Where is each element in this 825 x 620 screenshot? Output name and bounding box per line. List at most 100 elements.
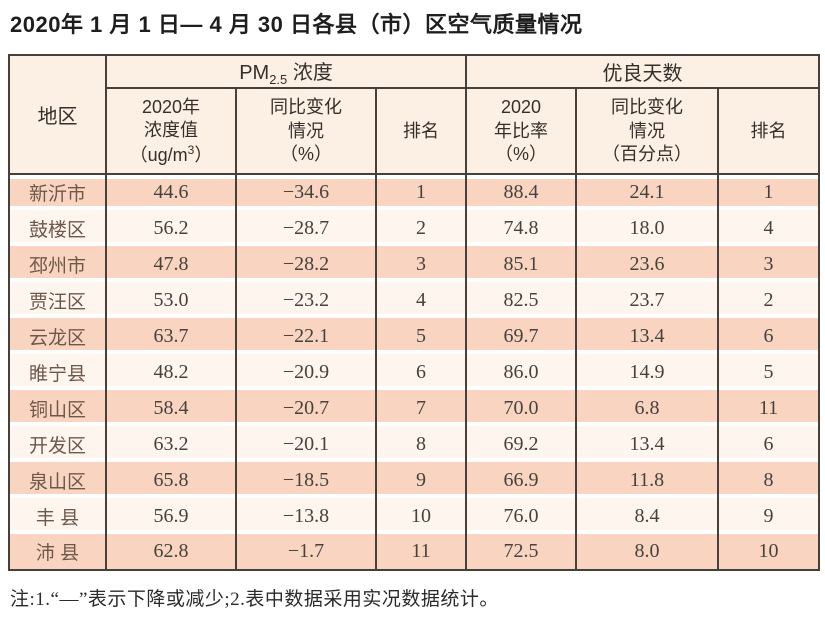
pm-value-cell: 65.8	[105, 462, 236, 499]
col-group-good-days: 优良天数	[465, 55, 820, 90]
pm-change-cell: −13.8	[235, 498, 376, 535]
unit-superscript: 3	[187, 142, 195, 157]
good-rank-cell: 10	[717, 534, 820, 571]
pm-rank-cell: 4	[374, 282, 467, 319]
table-header: 地区 PM2.5 浓度 优良天数 2020年 浓度值 （ug/m3） 同比变化 …	[8, 55, 820, 176]
pm-value-cell: 63.2	[105, 426, 236, 463]
good-rate-cell: 70.0	[465, 390, 577, 427]
table-row: 新沂市 44.6 −34.6 1 88.4 24.1 1	[8, 174, 820, 211]
pm-suffix: 浓度	[287, 62, 333, 85]
pm-rank-cell: 5	[374, 318, 467, 355]
good-rate-cell: 74.8	[465, 210, 577, 247]
good-change-cell: 8.0	[575, 534, 719, 571]
region-cell: 贾汪区	[8, 282, 106, 319]
good-change-cell: 24.1	[575, 174, 719, 211]
good-change-cell: 6.8	[575, 390, 719, 427]
pm-rank-cell: 7	[374, 390, 467, 427]
table-row: 云龙区 63.7 −22.1 5 69.7 13.4 6	[8, 318, 820, 355]
good-change-cell: 23.6	[575, 246, 719, 283]
col-header-good-rate: 2020 年比率 （%）	[465, 88, 577, 176]
table-row: 鼓楼区 56.2 −28.7 2 74.8 18.0 4	[8, 210, 820, 247]
table-row: 泉山区 65.8 −18.5 9 66.9 11.8 8	[8, 462, 820, 499]
region-cell: 云龙区	[8, 318, 106, 355]
good-rank-cell: 3	[717, 246, 820, 283]
col-header-pm-rank: 排名	[374, 88, 467, 176]
pm-rank-cell: 1	[374, 174, 467, 211]
table-row: 丰 县 56.9 −13.8 10 76.0 8.4 9	[8, 498, 820, 535]
pm-change-header-unit: （%）	[279, 144, 332, 165]
good-rate-cell: 85.1	[465, 246, 577, 283]
good-rate-cell: 69.2	[465, 426, 577, 463]
table-row: 开发区 63.2 −20.1 8 69.2 13.4 6	[8, 426, 820, 463]
col-header-region: 地区	[8, 55, 106, 176]
good-change-header-line2: 情况	[629, 120, 666, 141]
pm-change-header-line1: 同比变化	[270, 97, 342, 118]
region-cell: 邳州市	[8, 246, 106, 283]
pm-change-cell: −18.5	[235, 462, 376, 499]
good-rank-cell: 8	[717, 462, 820, 499]
pm-value-cell: 47.8	[105, 246, 236, 283]
table-row: 铜山区 58.4 −20.7 7 70.0 6.8 11	[8, 390, 820, 427]
pm-change-cell: −23.2	[235, 282, 376, 319]
region-cell: 丰 县	[8, 498, 106, 535]
table-row: 贾汪区 53.0 −23.2 4 82.5 23.7 2	[8, 282, 820, 319]
unit-prefix: （ug/m	[129, 144, 188, 165]
good-rank-cell: 5	[717, 354, 820, 391]
pm-value-cell: 44.6	[105, 174, 236, 211]
pm-change-cell: −20.9	[235, 354, 376, 391]
footnote: 注:1.“—”表示下降或减少;2.表中数据采用实况数据统计。	[10, 589, 499, 611]
pm-value-cell: 58.4	[105, 390, 236, 427]
region-cell: 鼓楼区	[8, 210, 106, 247]
pm-change-cell: −22.1	[235, 318, 376, 355]
region-cell: 铜山区	[8, 390, 106, 427]
good-rank-cell: 1	[717, 174, 820, 211]
col-group-pm25: PM2.5 浓度	[104, 55, 467, 90]
pm-value-cell: 63.7	[105, 318, 236, 355]
pm-change-cell: −34.6	[235, 174, 376, 211]
pm-value-cell: 48.2	[105, 354, 236, 391]
good-rank-cell: 6	[717, 318, 820, 355]
region-cell: 沛 县	[8, 534, 106, 571]
good-rank-cell: 6	[717, 426, 820, 463]
pm-change-header-line2: 情况	[288, 120, 324, 141]
pm-change-cell: −28.7	[235, 210, 376, 247]
pm-rank-cell: 10	[374, 498, 467, 535]
col-header-pm-value: 2020年 浓度值 （ug/m3）	[105, 88, 236, 176]
good-change-cell: 8.4	[575, 498, 719, 535]
good-rate-cell: 72.5	[465, 534, 577, 571]
good-rate-cell: 69.7	[465, 318, 577, 355]
good-change-header-unit: （百分点）	[602, 144, 693, 165]
good-change-cell: 18.0	[575, 210, 719, 247]
unit-suffix: ）	[194, 144, 213, 165]
good-rate-cell: 86.0	[465, 354, 577, 391]
air-quality-table: 地区 PM2.5 浓度 优良天数 2020年 浓度值 （ug/m3） 同比变化 …	[8, 54, 821, 572]
good-change-cell: 23.7	[575, 282, 719, 319]
good-rank-cell: 11	[717, 390, 820, 427]
pm-rank-cell: 8	[374, 426, 467, 463]
pm-value-cell: 56.9	[105, 498, 236, 535]
good-rank-cell: 2	[717, 282, 820, 319]
pm-value-cell: 62.8	[105, 534, 236, 571]
col-header-good-change: 同比变化 情况 （百分点）	[575, 88, 719, 176]
good-change-cell: 13.4	[575, 426, 719, 463]
good-rate-header-line2: 年比率	[494, 120, 549, 141]
pm-rank-cell: 2	[374, 210, 467, 247]
pm-value-header-line1: 2020年	[141, 96, 201, 117]
pm-rank-cell: 9	[374, 462, 467, 499]
pm-value-header-line2: 浓度值	[144, 120, 198, 141]
pm-rank-cell: 6	[374, 354, 467, 391]
table-body: 新沂市 44.6 −34.6 1 88.4 24.1 1 鼓楼区 56.2 −2…	[8, 174, 820, 571]
good-rate-header-unit: （%）	[495, 144, 548, 165]
col-header-pm-change: 同比变化 情况 （%）	[235, 88, 376, 176]
pm-value-cell: 56.2	[105, 210, 236, 247]
pm-change-cell: −1.7	[235, 534, 376, 571]
pm-change-cell: −28.2	[235, 246, 376, 283]
good-change-cell: 14.9	[575, 354, 719, 391]
pm-rank-cell: 11	[374, 534, 467, 571]
group-header-row: 地区 PM2.5 浓度 优良天数	[8, 55, 820, 176]
good-rate-header-line1: 2020	[500, 97, 542, 118]
sub-header-row: 2020年 浓度值 （ug/m3） 同比变化 情况 （%） 排名 2020 年比…	[9, 88, 820, 176]
pm-value-cell: 53.0	[105, 282, 236, 319]
good-change-cell: 13.4	[575, 318, 719, 355]
